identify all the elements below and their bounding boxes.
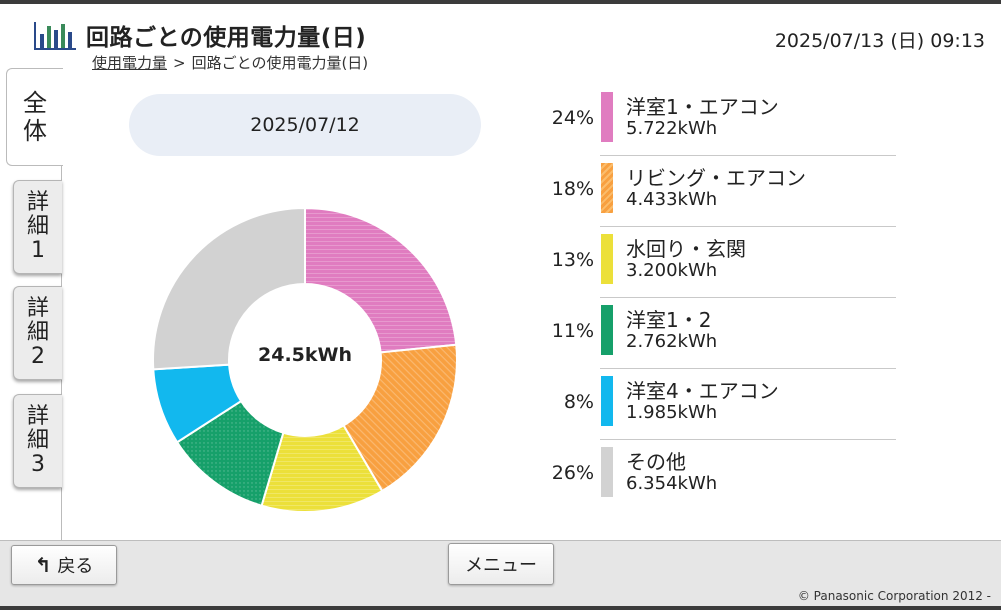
tab-detail-3[interactable]: 詳細3 bbox=[13, 394, 62, 488]
top-border bbox=[0, 0, 1001, 4]
current-datetime: 2025/07/13 (日) 09:13 bbox=[774, 30, 985, 52]
breadcrumb: 使用電力量 > 回路ごとの使用電力量(日) bbox=[92, 52, 368, 73]
legend-divider bbox=[600, 368, 896, 369]
selected-date: 2025/07/12 bbox=[129, 94, 481, 156]
legend-percent: 13% bbox=[551, 249, 594, 271]
legend-divider bbox=[600, 226, 896, 227]
legend-kwh: 5.722kWh bbox=[626, 118, 718, 139]
legend-swatch bbox=[601, 305, 613, 355]
view-tabs: 全体 詳細1 詳細2 詳細3 bbox=[0, 68, 64, 540]
legend-kwh: 2.762kWh bbox=[626, 331, 718, 352]
legend-item: 24% 洋室1・エアコン 5.722kWh bbox=[540, 86, 896, 156]
tab-detail-3-label: 詳細3 bbox=[26, 404, 49, 477]
legend-divider bbox=[600, 439, 896, 440]
legend-swatch bbox=[601, 447, 613, 497]
legend-circuit-name: リビング・エアコン bbox=[626, 166, 806, 190]
legend-circuit-name: 水回り・玄関 bbox=[626, 237, 746, 261]
legend-kwh: 3.200kWh bbox=[626, 260, 718, 281]
legend-swatch bbox=[601, 163, 613, 213]
legend-percent: 11% bbox=[551, 320, 594, 342]
tab-detail-1-label: 詳細1 bbox=[26, 190, 49, 263]
legend-divider bbox=[600, 297, 896, 298]
donut-slice-texture bbox=[261, 425, 383, 512]
legend-circuit-name: その他 bbox=[626, 450, 686, 474]
footer: ↰ 戻る メニュー © Panasonic Corporation 2012 - bbox=[0, 540, 1001, 607]
breadcrumb-link-usage[interactable]: 使用電力量 bbox=[92, 54, 168, 72]
header: 回路ごとの使用電力量(日) 使用電力量 > 回路ごとの使用電力量(日) 2025/0… bbox=[0, 4, 1001, 74]
back-button[interactable]: ↰ 戻る bbox=[11, 545, 117, 585]
donut-slice-texture bbox=[305, 208, 457, 353]
page-title: 回路ごとの使用電力量(日) bbox=[86, 25, 367, 51]
legend-kwh: 4.433kWh bbox=[626, 189, 718, 210]
tab-detail-1[interactable]: 詳細1 bbox=[13, 180, 62, 274]
legend-swatch bbox=[601, 234, 613, 284]
tab-detail-2-label: 詳細2 bbox=[26, 296, 49, 369]
legend-item: 11% 洋室1・2 2.762kWh bbox=[540, 299, 896, 369]
legend-circuit-name: 洋室1・エアコン bbox=[626, 95, 779, 119]
legend-divider bbox=[600, 155, 896, 156]
tab-detail-2[interactable]: 詳細2 bbox=[13, 286, 62, 380]
legend-percent: 18% bbox=[551, 178, 594, 200]
copyright: © Panasonic Corporation 2012 - bbox=[797, 589, 991, 603]
legend-item: 18% リビング・エアコン 4.433kWh bbox=[540, 157, 896, 227]
legend-item: 8% 洋室4・エアコン 1.985kWh bbox=[540, 370, 896, 440]
bottom-border bbox=[0, 606, 1001, 610]
donut-slice-texture bbox=[343, 344, 457, 491]
legend-kwh: 1.985kWh bbox=[626, 402, 718, 423]
menu-button-label: メニュー bbox=[465, 555, 537, 576]
tab-overall[interactable]: 全体 bbox=[6, 68, 63, 166]
back-button-label: 戻る bbox=[57, 556, 94, 577]
legend-percent: 26% bbox=[551, 462, 594, 484]
donut-slice bbox=[152, 206, 306, 371]
donut-slice-texture bbox=[177, 401, 284, 506]
legend-item: 26% その他 6.354kWh bbox=[540, 441, 896, 511]
legend-percent: 8% bbox=[563, 391, 594, 413]
return-arrow-icon: ↰ bbox=[34, 553, 52, 577]
bar-chart-icon bbox=[34, 22, 76, 50]
legend-item: 13% 水回り・玄関 3.200kWh bbox=[540, 228, 896, 298]
legend-kwh: 6.354kWh bbox=[626, 473, 718, 494]
donut-chart bbox=[152, 206, 458, 513]
legend-swatch bbox=[601, 376, 613, 426]
legend-percent: 24% bbox=[551, 107, 594, 129]
total-usage-label: 24.5kWh bbox=[258, 344, 352, 366]
menu-button[interactable]: メニュー bbox=[448, 543, 554, 585]
tab-overall-label: 全体 bbox=[23, 89, 47, 145]
breadcrumb-current: 回路ごとの使用電力量(日) bbox=[191, 54, 369, 72]
legend-circuit-name: 洋室4・エアコン bbox=[626, 379, 779, 403]
legend-circuit-name: 洋室1・2 bbox=[626, 308, 712, 332]
legend-swatch bbox=[601, 92, 613, 142]
breadcrumb-separator: > bbox=[173, 54, 186, 72]
